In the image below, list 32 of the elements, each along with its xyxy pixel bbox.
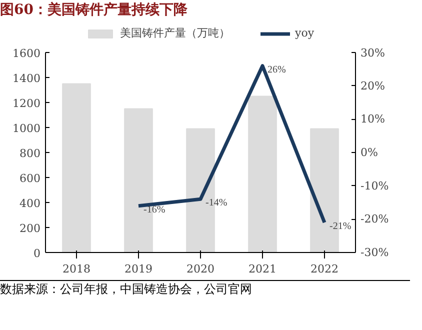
legend-label: 美国铸件产量（万吨） <box>120 26 230 40</box>
y2-tick-label: 0% <box>360 146 378 159</box>
legend-label: yoy <box>295 26 315 40</box>
bar <box>248 96 277 252</box>
y2-tick-label: -20% <box>360 212 389 226</box>
y-tick-label: 400 <box>20 197 41 210</box>
line-series <box>136 64 326 224</box>
data-label: -21% <box>330 221 352 232</box>
y-tick-label: 0 <box>34 247 40 260</box>
y2-tick-label: 10% <box>360 112 385 126</box>
y-tick-label: 600 <box>20 172 41 185</box>
y2-tick-label: -30% <box>360 246 389 259</box>
source-note: 数据来源：公司年报，中国铸造协会，公司官网 <box>0 281 252 298</box>
y-tick-label: 1600 <box>12 47 41 60</box>
x-tick-label: 2022 <box>310 262 339 276</box>
y2-tick-label: 30% <box>360 46 385 60</box>
chart-title: 图60：美国铸件产量持续下降 <box>0 0 188 20</box>
y-tick-label: 1000 <box>12 122 41 135</box>
data-label: -16% <box>144 204 166 216</box>
y-tick-label: 200 <box>20 222 41 235</box>
x-tick-label: 2018 <box>62 262 91 276</box>
x-tick-label: 2019 <box>124 262 153 276</box>
y-tick-label: 1400 <box>12 72 41 85</box>
y-tick-label: 1200 <box>12 97 41 110</box>
y2-tick-label: 20% <box>360 79 385 92</box>
data-label: -14% <box>206 198 228 209</box>
x-tick-label: 2021 <box>248 262 277 276</box>
bar <box>62 83 91 252</box>
x-tick-label: 2020 <box>186 262 215 276</box>
y2-tick-label: -10% <box>360 179 389 192</box>
y-tick-label: 800 <box>20 147 41 160</box>
data-label: 26% <box>268 64 286 76</box>
